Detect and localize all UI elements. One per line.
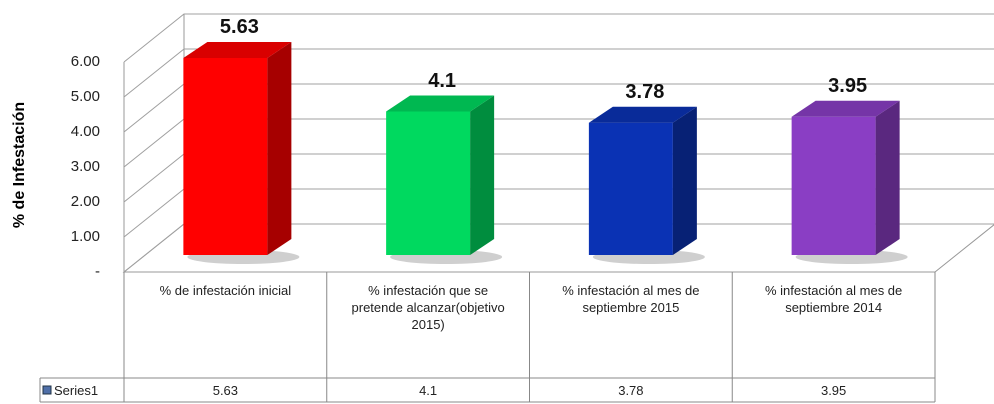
category-label: % infestación que se pretende alcanzar(o… [351,283,505,332]
y-tick-label: 5.00 [71,88,100,105]
bar-side [267,41,292,256]
category-label: % infestación al mes de septiembre 2015 [562,283,700,315]
bar-side [470,95,495,255]
legend-label: Series1 [54,382,99,398]
grid-line [123,13,994,63]
y-axis-title: % de Infestación [11,102,28,228]
category-label: % de infestación inicial [159,283,292,298]
bar-top [183,41,292,58]
data-label: 5.63 [220,16,259,38]
bar [588,122,673,255]
category-label: % infestación al mes de septiembre 2014 [764,283,903,315]
data-label: 3.78 [625,81,664,103]
y-tick-label: 2.00 [71,193,100,210]
table-value: 5.63 [212,382,239,398]
y-tick-label: - [95,263,100,280]
bar [791,116,876,255]
data-label: 4.1 [428,70,456,92]
table-value: 4.1 [419,382,438,398]
bar-side [672,106,697,255]
y-tick-label: 3.00 [71,158,100,175]
table-value: 3.95 [820,382,847,398]
bar [386,111,471,255]
bar-top [588,106,697,123]
y-tick-label: 4.00 [71,123,100,140]
table-value: 3.78 [618,382,644,398]
bar-side [875,100,900,255]
legend-key [42,385,52,395]
y-tick-label: 6.00 [71,53,100,70]
y-tick-label: 1.00 [71,228,100,245]
bar-top [386,95,495,112]
bar-top [791,100,900,117]
grid-line [123,48,994,98]
data-label: 3.95 [828,75,867,97]
bar [183,57,268,256]
